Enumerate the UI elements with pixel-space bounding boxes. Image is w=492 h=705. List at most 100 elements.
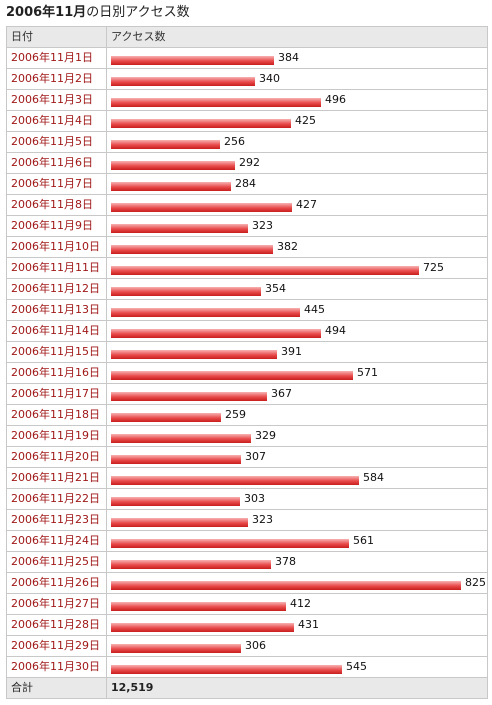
table-row: 2006年11月3日 496 <box>6 89 488 111</box>
table-row: 2006年11月14日 494 <box>6 320 488 342</box>
access-cell: 584 <box>106 467 488 489</box>
access-value: 378 <box>275 555 296 568</box>
access-bar <box>111 119 291 128</box>
access-value: 571 <box>357 366 378 379</box>
access-bar <box>111 161 235 170</box>
date-label: 2006年11月12日 <box>6 278 107 300</box>
date-label: 2006年11月28日 <box>6 614 107 636</box>
access-cell: 391 <box>106 341 488 363</box>
access-cell: 367 <box>106 383 488 405</box>
access-cell: 725 <box>106 257 488 279</box>
chart-title: 2006年11月の日別アクセス数 <box>6 4 190 22</box>
date-label: 2006年11月1日 <box>6 47 107 69</box>
access-value: 259 <box>225 408 246 421</box>
date-label: 2006年11月8日 <box>6 194 107 216</box>
access-value: 545 <box>346 660 367 673</box>
total-value: 12,519 <box>106 677 488 699</box>
date-label: 2006年11月19日 <box>6 425 107 447</box>
access-cell: 329 <box>106 425 488 447</box>
access-bar <box>111 98 321 107</box>
column-header-access: アクセス数 <box>106 26 488 48</box>
column-header-date: 日付 <box>6 26 107 48</box>
table-body: 2006年11月1日 384 2006年11月2日 340 2006年11月3日 496 2… <box>6 47 488 678</box>
table-row: 2006年11月11日 725 <box>6 257 488 279</box>
access-bar <box>111 371 353 380</box>
access-value: 561 <box>353 534 374 547</box>
access-bar <box>111 476 359 485</box>
access-cell: 340 <box>106 68 488 90</box>
table-row: 2006年11月29日 306 <box>6 635 488 657</box>
access-bar <box>111 203 292 212</box>
table-row: 2006年11月12日 354 <box>6 278 488 300</box>
date-label: 2006年11月23日 <box>6 509 107 531</box>
access-cell: 307 <box>106 446 488 468</box>
date-label: 2006年11月22日 <box>6 488 107 510</box>
date-label: 2006年11月26日 <box>6 572 107 594</box>
access-bar <box>111 581 461 590</box>
access-bar <box>111 497 240 506</box>
access-cell: 384 <box>106 47 488 69</box>
access-value: 825 <box>465 576 486 589</box>
table-row: 2006年11月28日 431 <box>6 614 488 636</box>
access-value: 412 <box>290 597 311 610</box>
table-row: 2006年11月26日 825 <box>6 572 488 594</box>
access-cell: 306 <box>106 635 488 657</box>
access-value: 367 <box>271 387 292 400</box>
table-row: 2006年11月19日 329 <box>6 425 488 447</box>
access-cell: 256 <box>106 131 488 153</box>
table-row: 2006年11月16日 571 <box>6 362 488 384</box>
access-cell: 412 <box>106 593 488 615</box>
access-value: 384 <box>278 51 299 64</box>
access-bar <box>111 644 241 653</box>
date-label: 2006年11月20日 <box>6 446 107 468</box>
access-value: 425 <box>295 114 316 127</box>
table-row: 2006年11月22日 303 <box>6 488 488 510</box>
date-label: 2006年11月7日 <box>6 173 107 195</box>
table-header-row: 日付 アクセス数 <box>6 26 488 48</box>
table-row: 2006年11月27日 412 <box>6 593 488 615</box>
date-label: 2006年11月9日 <box>6 215 107 237</box>
access-bar <box>111 455 241 464</box>
access-value: 427 <box>296 198 317 211</box>
access-value: 329 <box>255 429 276 442</box>
access-cell: 445 <box>106 299 488 321</box>
table-row: 2006年11月13日 445 <box>6 299 488 321</box>
access-bar <box>111 665 342 674</box>
access-cell: 427 <box>106 194 488 216</box>
date-label: 2006年11月6日 <box>6 152 107 174</box>
access-bar <box>111 518 248 527</box>
table-row: 2006年11月15日 391 <box>6 341 488 363</box>
access-value: 496 <box>325 93 346 106</box>
table-row: 2006年11月20日 307 <box>6 446 488 468</box>
access-value: 445 <box>304 303 325 316</box>
chart-title-month: 2006年11月 <box>6 5 87 20</box>
access-cell: 259 <box>106 404 488 426</box>
access-value: 584 <box>363 471 384 484</box>
access-value: 284 <box>235 177 256 190</box>
table-row: 2006年11月23日 323 <box>6 509 488 531</box>
date-label: 2006年11月25日 <box>6 551 107 573</box>
access-value: 340 <box>259 72 280 85</box>
access-value: 382 <box>277 240 298 253</box>
date-label: 2006年11月11日 <box>6 257 107 279</box>
date-label: 2006年11月24日 <box>6 530 107 552</box>
access-value: 494 <box>325 324 346 337</box>
access-bar <box>111 623 294 632</box>
access-bar <box>111 350 277 359</box>
access-cell: 561 <box>106 530 488 552</box>
access-cell: 284 <box>106 173 488 195</box>
date-label: 2006年11月27日 <box>6 593 107 615</box>
date-label: 2006年11月29日 <box>6 635 107 657</box>
table-row: 2006年11月5日 256 <box>6 131 488 153</box>
table-row: 2006年11月6日 292 <box>6 152 488 174</box>
access-cell: 494 <box>106 320 488 342</box>
access-cell: 378 <box>106 551 488 573</box>
date-label: 2006年11月16日 <box>6 362 107 384</box>
access-bar <box>111 77 255 86</box>
access-cell: 825 <box>106 572 488 594</box>
access-value: 391 <box>281 345 302 358</box>
access-cell: 382 <box>106 236 488 258</box>
date-label: 2006年11月17日 <box>6 383 107 405</box>
date-label: 2006年11月18日 <box>6 404 107 426</box>
access-bar <box>111 182 231 191</box>
